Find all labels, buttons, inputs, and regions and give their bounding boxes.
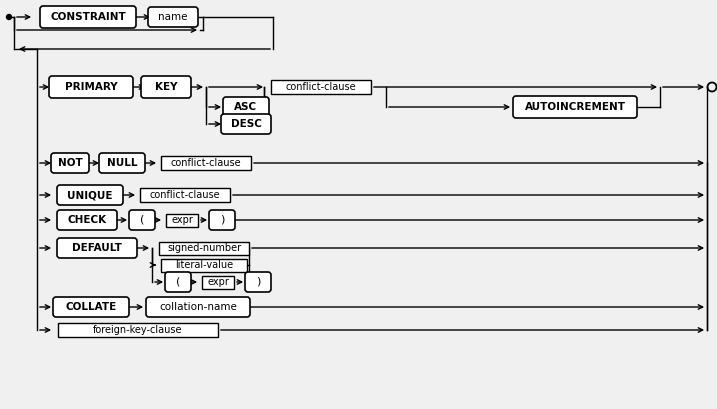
Text: signed-number: signed-number xyxy=(167,243,241,253)
FancyBboxPatch shape xyxy=(57,238,137,258)
FancyBboxPatch shape xyxy=(40,6,136,28)
Text: expr: expr xyxy=(171,215,193,225)
Text: conflict-clause: conflict-clause xyxy=(150,190,220,200)
Text: ASC: ASC xyxy=(234,102,257,112)
FancyBboxPatch shape xyxy=(141,76,191,98)
Bar xyxy=(202,276,234,288)
FancyBboxPatch shape xyxy=(99,153,145,173)
FancyBboxPatch shape xyxy=(49,76,133,98)
Text: UNIQUE: UNIQUE xyxy=(67,190,113,200)
Text: ): ) xyxy=(256,277,260,287)
Text: conflict-clause: conflict-clause xyxy=(171,158,242,168)
FancyBboxPatch shape xyxy=(223,97,269,117)
FancyBboxPatch shape xyxy=(51,153,89,173)
Text: NULL: NULL xyxy=(107,158,137,168)
FancyBboxPatch shape xyxy=(513,96,637,118)
Bar xyxy=(58,323,218,337)
FancyBboxPatch shape xyxy=(57,185,123,205)
Text: CHECK: CHECK xyxy=(67,215,107,225)
FancyBboxPatch shape xyxy=(129,210,155,230)
FancyBboxPatch shape xyxy=(146,297,250,317)
Bar xyxy=(161,258,247,272)
Bar xyxy=(159,241,249,254)
FancyBboxPatch shape xyxy=(57,210,117,230)
Text: DESC: DESC xyxy=(231,119,262,129)
Text: DEFAULT: DEFAULT xyxy=(72,243,122,253)
Text: COLLATE: COLLATE xyxy=(65,302,117,312)
Text: KEY: KEY xyxy=(155,82,177,92)
Text: PRIMARY: PRIMARY xyxy=(65,82,118,92)
FancyBboxPatch shape xyxy=(245,272,271,292)
Text: CONSTRAINT: CONSTRAINT xyxy=(50,12,126,22)
FancyBboxPatch shape xyxy=(53,297,129,317)
Text: collation-name: collation-name xyxy=(159,302,237,312)
FancyBboxPatch shape xyxy=(221,114,271,134)
Text: expr: expr xyxy=(207,277,229,287)
Bar xyxy=(140,188,230,202)
Text: literal-value: literal-value xyxy=(175,260,233,270)
Bar xyxy=(161,156,251,170)
Text: NOT: NOT xyxy=(57,158,82,168)
Text: AUTOINCREMENT: AUTOINCREMENT xyxy=(525,102,625,112)
Bar xyxy=(271,80,371,94)
Text: conflict-clause: conflict-clause xyxy=(285,82,356,92)
Bar xyxy=(166,213,198,227)
Text: (: ( xyxy=(140,215,144,225)
Circle shape xyxy=(6,14,11,20)
Text: name: name xyxy=(158,12,188,22)
FancyBboxPatch shape xyxy=(148,7,198,27)
Text: ): ) xyxy=(220,215,224,225)
Text: (: ( xyxy=(176,277,180,287)
FancyBboxPatch shape xyxy=(209,210,235,230)
Text: foreign-key-clause: foreign-key-clause xyxy=(93,325,183,335)
FancyBboxPatch shape xyxy=(165,272,191,292)
